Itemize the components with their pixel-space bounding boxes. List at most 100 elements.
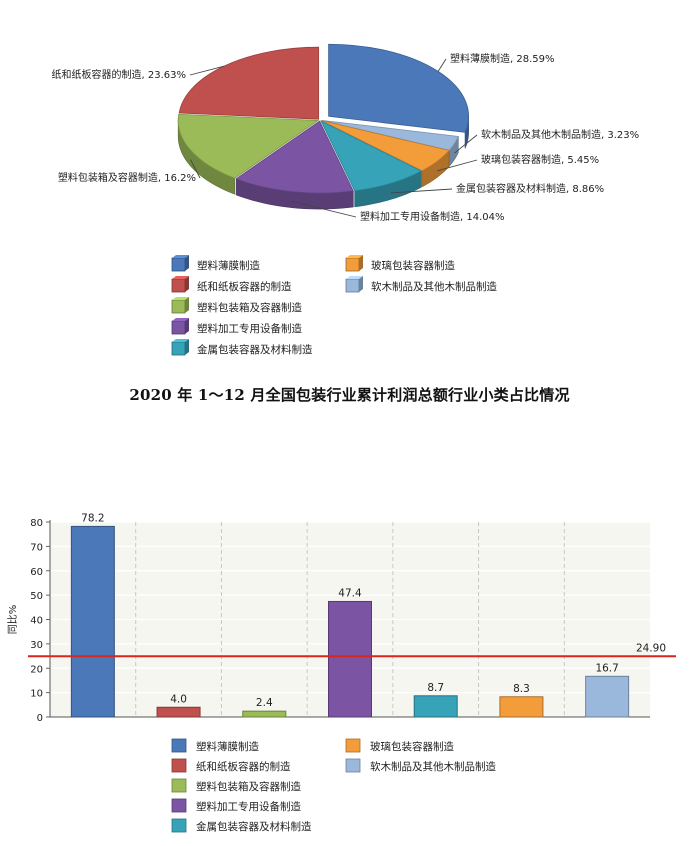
pie-leader-line xyxy=(190,159,201,179)
pie-leader-line xyxy=(454,134,478,154)
pie-slice-label: 塑料包装箱及容器制造, 16.2% xyxy=(58,171,196,184)
bar-value-label: 8.7 xyxy=(427,682,444,694)
legend-swatch xyxy=(171,341,186,356)
pie-leader-line xyxy=(189,65,225,76)
bar-legend-label: 塑料薄膜制造 xyxy=(196,740,259,753)
y-tick-label: 70 xyxy=(30,542,43,553)
bar xyxy=(70,525,115,718)
y-tick-label: 30 xyxy=(30,640,43,651)
legend-swatch-top xyxy=(172,318,189,321)
legend-swatch xyxy=(171,778,187,793)
y-tick-label: 10 xyxy=(30,689,43,700)
pie-slice xyxy=(321,120,450,172)
pie-leader-line xyxy=(390,188,453,194)
chart-caption: 2020 年 1～12 月全国包装行业累计利润总额行业小类占比情况 xyxy=(129,386,570,404)
legend-swatch xyxy=(171,257,186,272)
bar-legend-label: 金属包装容器及材料制造 xyxy=(196,820,312,833)
legend-swatch-top xyxy=(346,255,363,258)
bar-legend-item: 软木制品及其他木制品制造 xyxy=(345,758,496,773)
legend-swatch xyxy=(171,320,186,335)
legend-swatch-side xyxy=(359,255,363,271)
legend-swatch xyxy=(171,818,187,833)
legend-swatch xyxy=(171,738,187,753)
legend-swatch-top xyxy=(172,297,189,300)
pie-slice-label: 塑料加工专用设备制造, 14.04% xyxy=(360,210,505,223)
bar-value-label: 8.3 xyxy=(513,683,530,695)
pie-leader-line xyxy=(437,58,447,72)
bar-legend-label: 纸和纸板容器的制造 xyxy=(196,760,291,773)
pie-legend-item: 玻璃包装容器制造 xyxy=(345,255,455,272)
legend-swatch-top xyxy=(346,276,363,279)
legend-swatch xyxy=(171,299,186,314)
legend-swatch-top xyxy=(172,276,189,279)
bar-legend-label: 塑料加工专用设备制造 xyxy=(196,800,301,813)
bar xyxy=(242,710,287,718)
legend-swatch xyxy=(171,278,186,293)
bar xyxy=(585,675,630,718)
pie-slice-label: 软木制品及其他木制品制造, 3.23% xyxy=(481,128,639,141)
legend-swatch-side xyxy=(185,276,189,292)
bar-value-label: 78.2 xyxy=(81,512,104,524)
bar-legend-item: 塑料包装箱及容器制造 xyxy=(171,778,301,793)
bar-legend-label: 塑料包装箱及容器制造 xyxy=(196,780,301,793)
legend-swatch xyxy=(345,257,360,272)
pie-slice xyxy=(235,120,354,194)
legend-swatch xyxy=(171,798,187,813)
bar-legend-item: 金属包装容器及材料制造 xyxy=(171,818,312,833)
pie-slice xyxy=(328,43,469,133)
pie-legend-item: 塑料加工专用设备制造 xyxy=(171,318,302,335)
pie-legend-item: 塑料薄膜制造 xyxy=(171,255,260,272)
pie-legend-item: 金属包装容器及材料制造 xyxy=(171,339,313,356)
pie-slice-label: 玻璃包装容器制造, 5.45% xyxy=(481,153,599,166)
bar-value-label: 2.4 xyxy=(256,697,273,709)
pie-legend-item: 塑料包装箱及容器制造 xyxy=(171,297,302,314)
pie-slice-label: 金属包装容器及材料制造, 8.86% xyxy=(456,182,604,195)
legend-swatch xyxy=(345,738,361,753)
pie-leader-line xyxy=(437,159,478,172)
legend-swatch xyxy=(171,758,187,773)
legend-swatch-top xyxy=(172,255,189,258)
plot-area xyxy=(50,522,650,717)
legend-swatch-side xyxy=(185,339,189,355)
y-tick-label: 40 xyxy=(30,616,43,627)
bar-legend-label: 玻璃包装容器制造 xyxy=(370,740,454,753)
bar-value-label: 4.0 xyxy=(170,693,187,705)
pie-legend-label: 塑料包装箱及容器制造 xyxy=(197,301,302,314)
pie-legend-label: 金属包装容器及材料制造 xyxy=(197,343,313,356)
y-tick-label: 60 xyxy=(30,567,43,578)
pie-legend-label: 玻璃包装容器制造 xyxy=(371,259,455,272)
pie-legend-label: 塑料薄膜制造 xyxy=(197,259,260,272)
bar-value-label: 47.4 xyxy=(338,587,362,599)
pie-slice-label: 纸和纸板容器的制造, 23.63% xyxy=(52,68,187,81)
reference-line-label: 24.90 xyxy=(636,642,666,654)
pie-legend-item: 软木制品及其他木制品制造 xyxy=(345,276,497,293)
pie-leader-line xyxy=(291,200,357,218)
bar xyxy=(413,695,458,718)
y-axis-label: 同比% xyxy=(7,605,19,635)
bar-legend-label: 软木制品及其他木制品制造 xyxy=(370,760,496,773)
bar-legend-item: 塑料加工专用设备制造 xyxy=(171,798,301,813)
pie-slice xyxy=(177,113,320,179)
bar-legend-item: 玻璃包装容器制造 xyxy=(345,738,454,753)
y-tick-label: 20 xyxy=(30,664,43,675)
bar xyxy=(328,600,372,718)
pie-legend-label: 塑料加工专用设备制造 xyxy=(197,322,302,335)
legend-swatch xyxy=(345,278,360,293)
y-tick-label: 50 xyxy=(30,591,43,602)
pie-slice xyxy=(178,46,320,120)
legend-swatch-side xyxy=(185,318,189,334)
bar-value-label: 16.7 xyxy=(595,662,618,674)
pie-legend-label: 软木制品及其他木制品制造 xyxy=(371,280,497,293)
legend-swatch-side xyxy=(185,255,189,271)
pie-slice-label: 塑料薄膜制造, 28.59% xyxy=(450,52,555,65)
legend-swatch xyxy=(345,758,361,773)
legend-swatch-top xyxy=(172,339,189,342)
bar xyxy=(499,696,544,718)
legend-swatch-side xyxy=(359,276,363,292)
pie-slice xyxy=(320,120,423,192)
bar xyxy=(156,706,201,718)
bar-legend-item: 纸和纸板容器的制造 xyxy=(171,758,291,773)
legend-swatch-side xyxy=(185,297,189,313)
bar-legend-item: 塑料薄膜制造 xyxy=(171,738,259,753)
